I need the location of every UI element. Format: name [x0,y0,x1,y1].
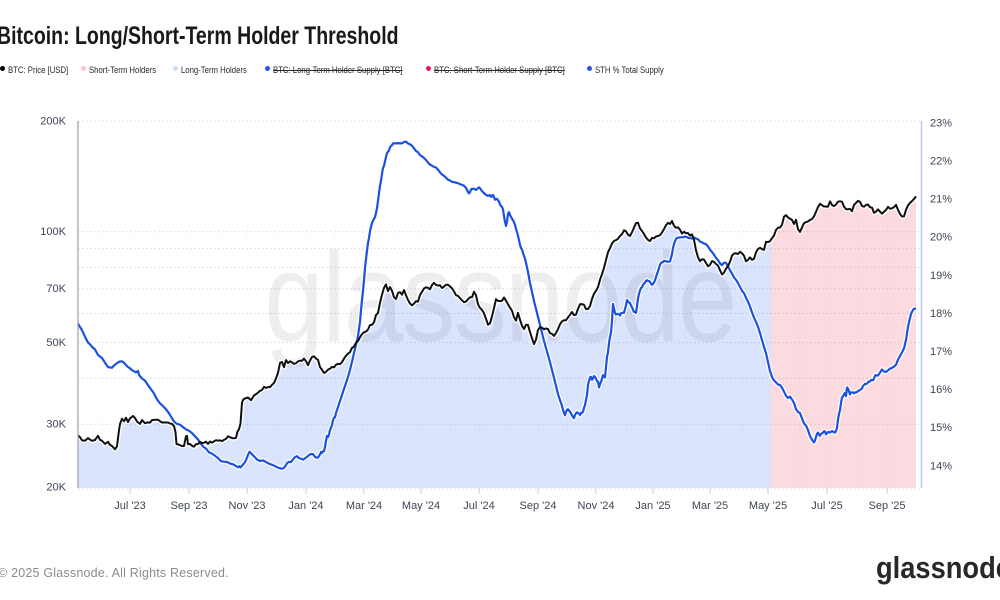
svg-text:Mar '24: Mar '24 [346,500,382,512]
svg-text:200K: 200K [40,115,66,127]
svg-text:May '24: May '24 [402,500,440,512]
svg-text:Nov '23: Nov '23 [229,500,266,512]
svg-text:18%: 18% [930,308,952,320]
svg-text:Jan '24: Jan '24 [288,500,323,512]
svg-text:glassnode: glassnode [264,226,735,368]
svg-text:50K: 50K [46,337,66,349]
svg-text:14%: 14% [930,460,952,472]
svg-text:Nov '24: Nov '24 [578,500,615,512]
svg-text:15%: 15% [930,422,952,434]
svg-text:70K: 70K [46,283,66,295]
svg-text:Sep '23: Sep '23 [171,500,208,512]
svg-text:21%: 21% [930,194,952,206]
svg-text:Sep '24: Sep '24 [520,500,557,512]
svg-text:22%: 22% [930,156,952,168]
svg-text:23%: 23% [930,117,952,129]
svg-text:Jul '24: Jul '24 [463,500,494,512]
svg-text:17%: 17% [930,346,952,358]
svg-text:Mar '25: Mar '25 [692,500,728,512]
svg-text:Sep '25: Sep '25 [869,500,906,512]
svg-text:Jul '23: Jul '23 [114,500,145,512]
svg-text:16%: 16% [930,384,952,396]
svg-text:Jan '25: Jan '25 [635,500,670,512]
svg-text:20K: 20K [46,481,66,493]
svg-text:Jul '25: Jul '25 [811,500,842,512]
svg-text:20%: 20% [930,232,952,244]
svg-text:30K: 30K [46,419,66,431]
svg-text:May '25: May '25 [749,500,787,512]
svg-text:100K: 100K [40,226,66,238]
svg-text:19%: 19% [930,270,952,282]
